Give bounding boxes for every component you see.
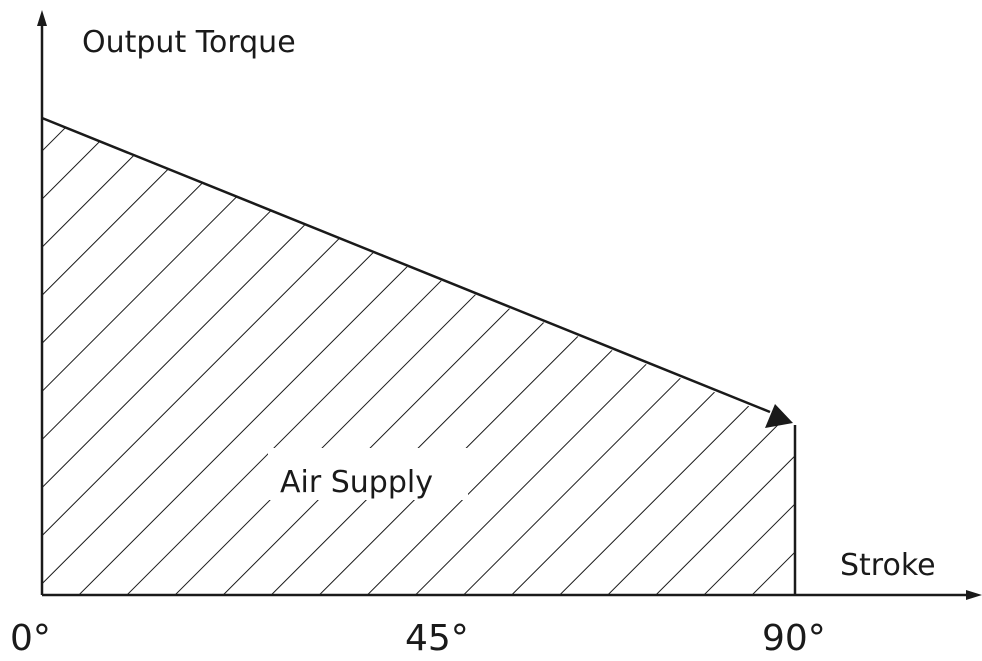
x-axis-arrow — [966, 590, 982, 600]
region-label: Air Supply — [280, 465, 433, 500]
x-tick-label: 90° — [762, 618, 826, 659]
label-background — [268, 448, 468, 500]
torque-line — [41, 116, 771, 414]
x-tick-label: 0° — [10, 618, 51, 659]
x-axis-label: Stroke — [840, 548, 936, 583]
y-axis-label: Output Torque — [82, 25, 296, 60]
y-axis-arrow — [37, 10, 47, 26]
axes — [40, 22, 974, 597]
x-tick-label: 45° — [405, 618, 469, 659]
torque-arrow — [765, 404, 793, 428]
